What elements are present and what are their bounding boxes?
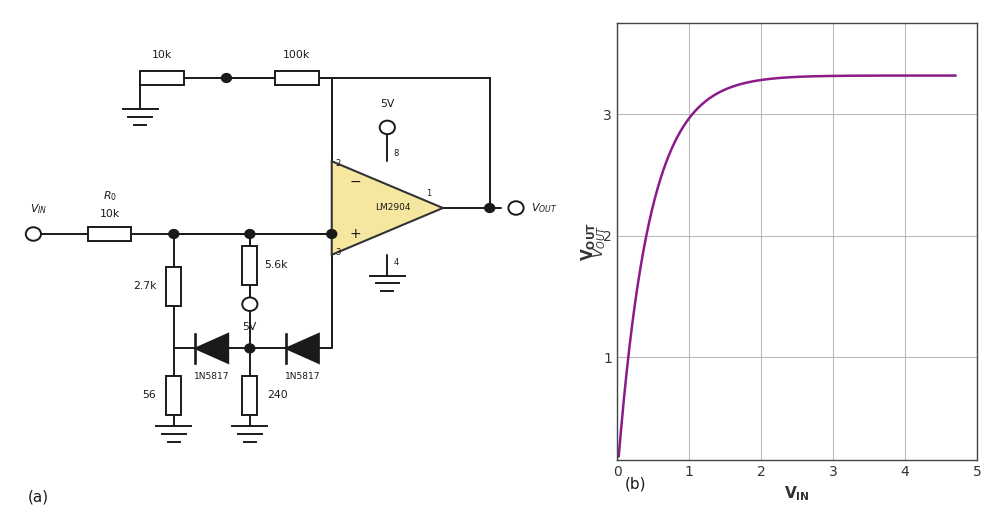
Text: 1N5817: 1N5817 (285, 372, 320, 381)
Text: 8: 8 (393, 149, 399, 158)
Text: 10k: 10k (152, 50, 172, 60)
Circle shape (221, 73, 231, 82)
Circle shape (327, 229, 337, 238)
Text: $R_0$: $R_0$ (103, 189, 116, 203)
Circle shape (245, 229, 255, 238)
Text: $V_{IN}$: $V_{IN}$ (30, 202, 48, 216)
Circle shape (245, 344, 255, 353)
Circle shape (508, 201, 524, 215)
Bar (242, 375, 257, 415)
Polygon shape (286, 334, 319, 363)
Bar (242, 245, 257, 284)
Text: −: − (349, 175, 361, 189)
Circle shape (26, 227, 41, 241)
Text: +: + (349, 227, 361, 241)
Text: 4: 4 (393, 258, 399, 267)
Text: (a): (a) (28, 489, 49, 504)
Text: LM2904: LM2904 (375, 203, 411, 213)
Text: 10k: 10k (99, 210, 120, 219)
Text: (b): (b) (625, 476, 646, 491)
Text: 5V: 5V (243, 322, 257, 332)
Text: $V_{OUT}$: $V_{OUT}$ (531, 201, 557, 215)
Circle shape (242, 297, 257, 311)
Y-axis label: $\mathbf{V_{OUT}}$: $\mathbf{V_{OUT}}$ (579, 223, 598, 261)
Text: 240: 240 (267, 390, 288, 400)
Text: 100k: 100k (283, 50, 310, 60)
Polygon shape (332, 161, 443, 255)
Text: 2.7k: 2.7k (133, 281, 156, 291)
X-axis label: $\mathbf{V_{IN}}$: $\mathbf{V_{IN}}$ (784, 485, 810, 503)
Text: 1N5817: 1N5817 (194, 372, 230, 381)
Bar (88, 227, 131, 241)
Text: 5.6k: 5.6k (264, 260, 288, 270)
Circle shape (169, 229, 179, 238)
Text: 5V: 5V (380, 99, 395, 109)
Bar (166, 375, 181, 415)
Text: $V_{OUT}$: $V_{OUT}$ (592, 225, 608, 258)
Polygon shape (195, 334, 228, 363)
Text: 3: 3 (335, 248, 340, 257)
Text: 56: 56 (143, 390, 156, 400)
Bar (140, 71, 184, 85)
Bar (166, 266, 181, 305)
Bar (275, 71, 319, 85)
Text: 2: 2 (335, 159, 340, 168)
Circle shape (380, 121, 395, 134)
Circle shape (485, 203, 495, 212)
Text: 1: 1 (426, 189, 431, 198)
